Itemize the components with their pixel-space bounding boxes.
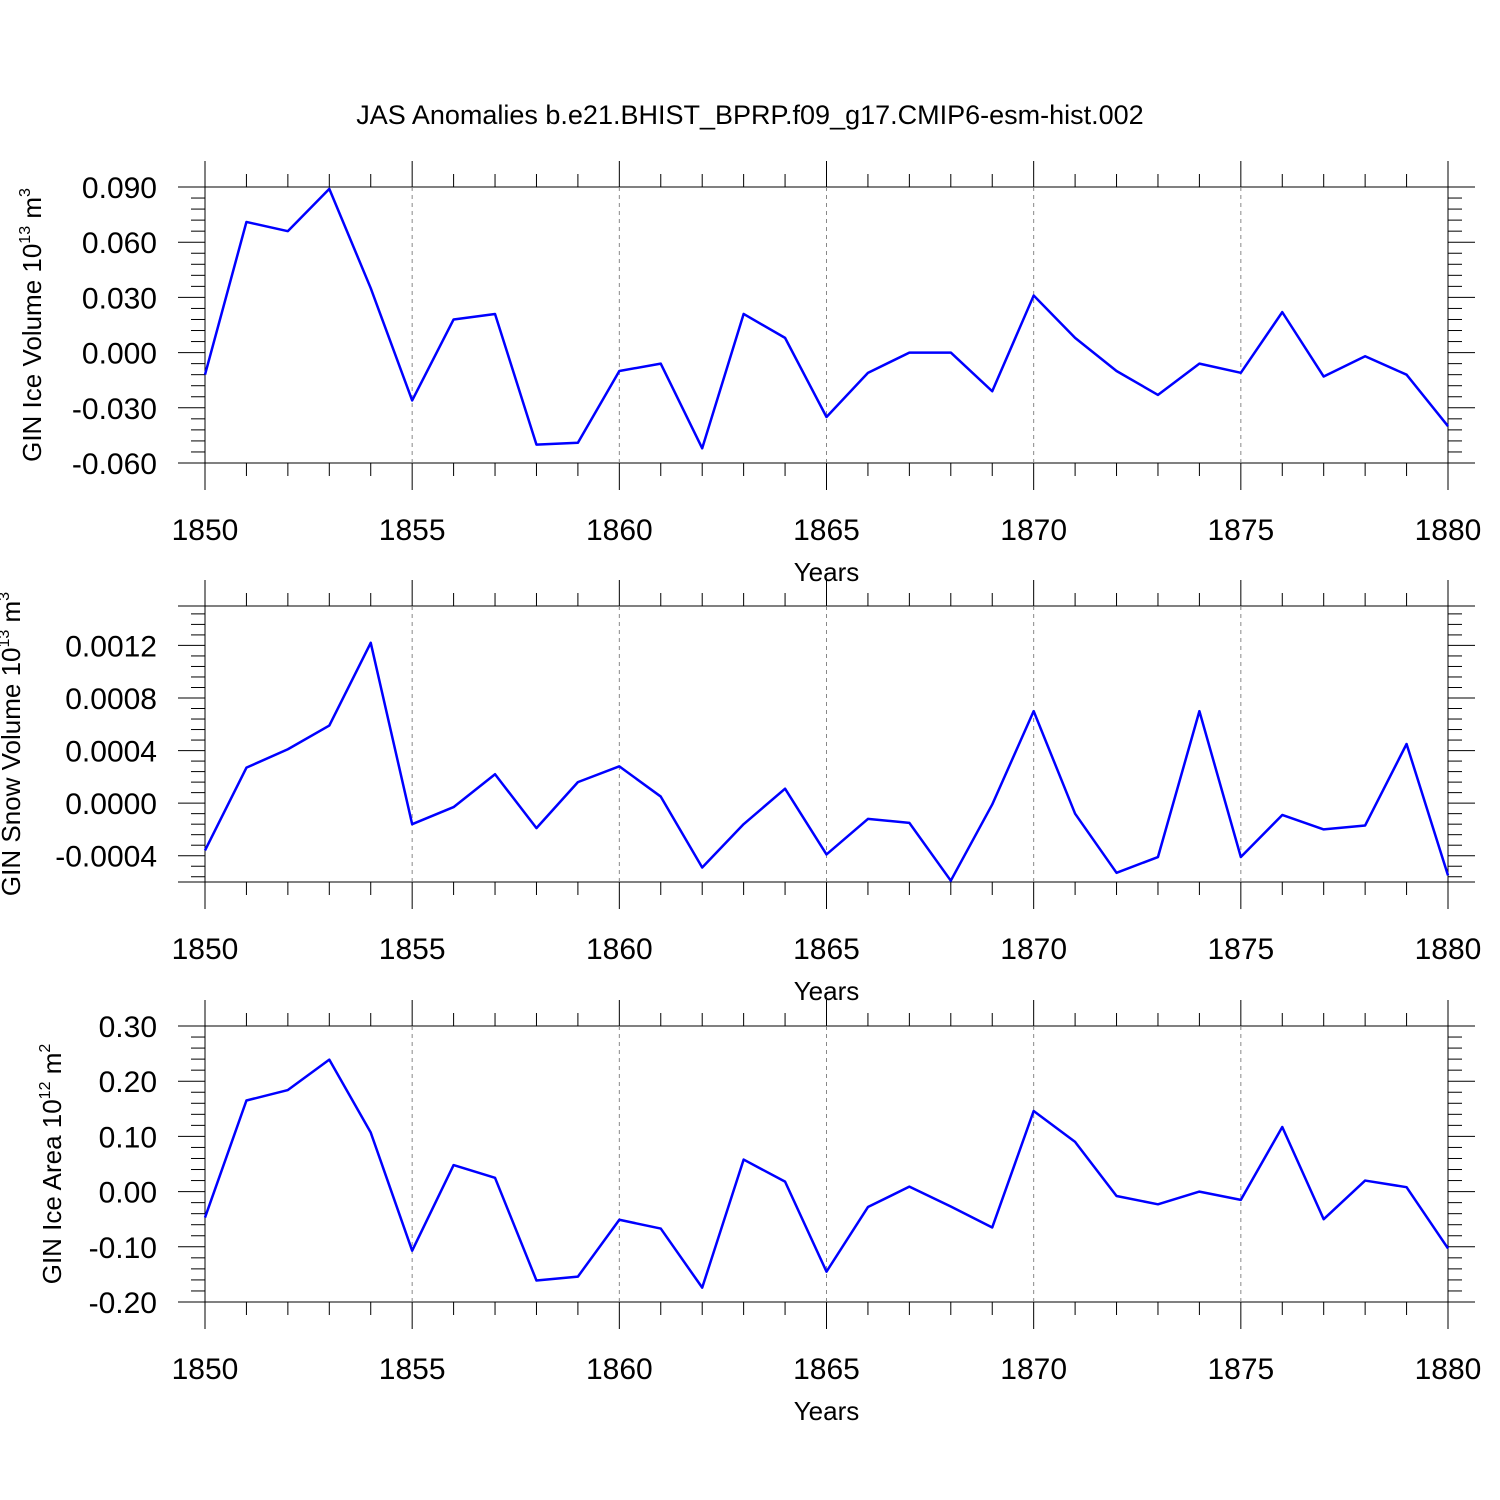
- series-line: [203, 641, 1450, 882]
- x-tick-label: 1855: [379, 1353, 446, 1386]
- y-tick-label: 0.000: [82, 338, 157, 371]
- x-tick-label: 1860: [586, 514, 653, 547]
- y-tick-label: 0.0000: [65, 788, 157, 821]
- x-tick-label: 1860: [586, 933, 653, 966]
- y-axis-label: GIN Snow Volume 1013 m3: [0, 592, 26, 896]
- panel-3: 1850 1855 1860 1865 1870 1875 1880 Years -0.20 -0…: [37, 1000, 1481, 1426]
- y-tick-label: 0.090: [82, 172, 157, 205]
- x-tick-label: 1880: [1415, 933, 1482, 966]
- x-tick-label: 1880: [1415, 1353, 1482, 1386]
- chart-panels: 1850 1855 1860 1865 1870 1875 1880 Years -0.060 -…: [0, 161, 1481, 1426]
- x-tick-label: 1870: [1000, 1353, 1067, 1386]
- y-tick-label: 0.20: [99, 1066, 157, 1099]
- x-tick-label: 1865: [793, 933, 860, 966]
- x-tick-label: 1855: [379, 933, 446, 966]
- y-tick-label: 0.00: [99, 1177, 157, 1210]
- y-tick-label: -0.0004: [55, 841, 157, 874]
- series-line: [203, 1058, 1450, 1289]
- x-tick-label: 1850: [172, 514, 239, 547]
- x-tick-label: 1875: [1207, 1353, 1274, 1386]
- y-axis-label: GIN Ice Area 1012 m2: [37, 1044, 67, 1285]
- chart-title: JAS Anomalies b.e21.BHIST_BPRP.f09_g17.C…: [356, 100, 1143, 130]
- x-tick-label: 1860: [586, 1353, 653, 1386]
- x-tick-label: 1875: [1207, 514, 1274, 547]
- x-tick-label: 1875: [1207, 933, 1274, 966]
- y-tick-label: 0.060: [82, 227, 157, 260]
- x-tick-label: 1880: [1415, 514, 1482, 547]
- x-tick-label: 1865: [793, 514, 860, 547]
- y-tick-label: 0.030: [82, 282, 157, 315]
- y-tick-label: -0.20: [89, 1287, 157, 1320]
- y-axis-label: GIN Ice Volume 1013 m3: [17, 188, 47, 462]
- x-axis-label: Years: [794, 1396, 860, 1426]
- x-tick-label: 1870: [1000, 514, 1067, 547]
- y-tick-label: 0.30: [99, 1011, 157, 1044]
- series-line: [203, 187, 1449, 450]
- y-tick-label: -0.030: [72, 393, 157, 426]
- x-tick-label: 1855: [379, 514, 446, 547]
- x-tick-label: 1850: [172, 933, 239, 966]
- y-tick-label: 0.0004: [65, 736, 157, 769]
- x-tick-label: 1870: [1000, 933, 1067, 966]
- y-tick-label: 0.0012: [65, 630, 157, 663]
- y-tick-label: 0.0008: [65, 683, 157, 716]
- panel-2: 1850 1855 1860 1865 1870 1875 1880Years-0.0004…: [0, 580, 1481, 1006]
- panel-1: 1850 1855 1860 1865 1870 1875 1880Years-0.060-…: [17, 161, 1481, 587]
- x-tick-label: 1850: [172, 1353, 239, 1386]
- y-tick-label: -0.10: [89, 1232, 157, 1265]
- y-tick-label: -0.060: [72, 448, 157, 481]
- y-tick-label: 0.10: [99, 1121, 157, 1154]
- x-tick-label: 1865: [793, 1353, 860, 1386]
